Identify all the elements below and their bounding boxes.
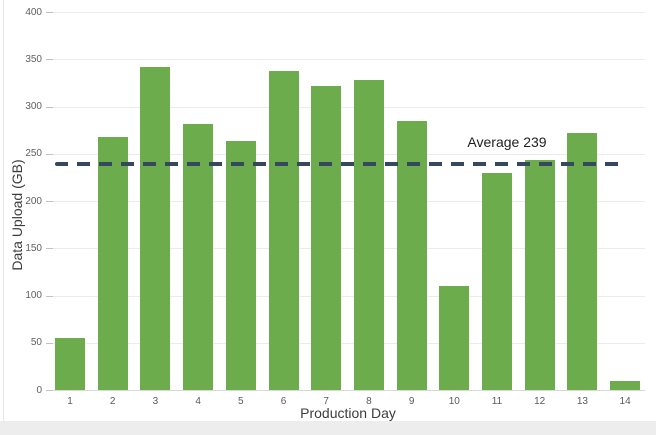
gridline-y-50	[50, 342, 645, 344]
y-tick-mark-250	[46, 153, 53, 155]
bar-day-10	[439, 286, 470, 390]
page-bottom-strip	[0, 421, 656, 435]
gridline-y-350	[50, 59, 645, 61]
average-dashed-line	[55, 162, 621, 167]
average-annotation: Average 239	[467, 134, 547, 151]
y-tick-mark-400	[46, 12, 53, 13]
y-tick-mark-200	[46, 201, 53, 202]
bar-day-6	[268, 70, 299, 390]
gridline-y-0	[50, 390, 645, 391]
x-tick-label-7: 7	[323, 396, 329, 407]
y-tick-label-400: 400	[25, 6, 42, 18]
gridline-y-250	[50, 153, 645, 155]
bar-day-4	[183, 123, 214, 390]
x-tick-label-11: 11	[491, 396, 503, 407]
bar-day-7	[311, 85, 342, 390]
y-tick-mark-350	[46, 59, 53, 61]
x-tick-label-14: 14	[619, 396, 631, 407]
x-tick-label-8: 8	[366, 396, 372, 407]
gridline-y-400	[50, 12, 645, 13]
x-tick-label-6: 6	[280, 396, 287, 407]
y-tick-mark-150	[46, 248, 53, 250]
bar-day-13	[567, 132, 598, 390]
y-tick-mark-50	[46, 342, 53, 344]
y-tick-label-300: 300	[25, 101, 42, 112]
y-tick-label-50: 50	[30, 337, 42, 349]
bar-day-11	[482, 172, 512, 390]
x-axis-title: Production Day	[300, 405, 396, 421]
gridline-y-200	[50, 201, 645, 202]
bar-day-3	[140, 66, 171, 390]
x-tick-label-9: 9	[408, 396, 415, 407]
left-edge-border	[3, 0, 4, 421]
y-tick-mark-0	[46, 390, 53, 391]
bar-day-5	[225, 141, 256, 390]
bar-day-1	[55, 338, 85, 390]
x-tick-label-4: 4	[195, 396, 201, 407]
y-tick-label-250: 250	[25, 148, 42, 160]
y-tick-mark-300	[46, 106, 53, 108]
bar-day-2	[97, 136, 128, 390]
y-tick-label-150: 150	[25, 242, 42, 254]
y-tick-label-200: 200	[25, 195, 42, 207]
bar-day-8	[353, 80, 384, 390]
bar-day-9	[396, 120, 427, 390]
x-tick-label-1: 1	[67, 396, 73, 407]
x-tick-label-12: 12	[534, 396, 546, 407]
x-tick-label-3: 3	[152, 396, 159, 407]
bar-day-14	[610, 381, 641, 390]
gridline-y-150	[50, 248, 645, 250]
y-axis-title: Data Upload (GB)	[9, 159, 25, 271]
gridline-y-100	[50, 295, 645, 297]
x-tick-label-10: 10	[448, 396, 460, 407]
y-tick-label-0: 0	[36, 384, 42, 396]
x-tick-label-13: 13	[576, 396, 588, 407]
y-tick-label-350: 350	[25, 53, 42, 65]
bar-day-12	[524, 160, 555, 390]
y-tick-label-100: 100	[25, 290, 42, 301]
x-tick-label-2: 2	[109, 396, 116, 407]
x-tick-label-5: 5	[238, 396, 244, 407]
gridline-y-300	[50, 106, 645, 108]
y-tick-mark-100	[46, 295, 53, 297]
